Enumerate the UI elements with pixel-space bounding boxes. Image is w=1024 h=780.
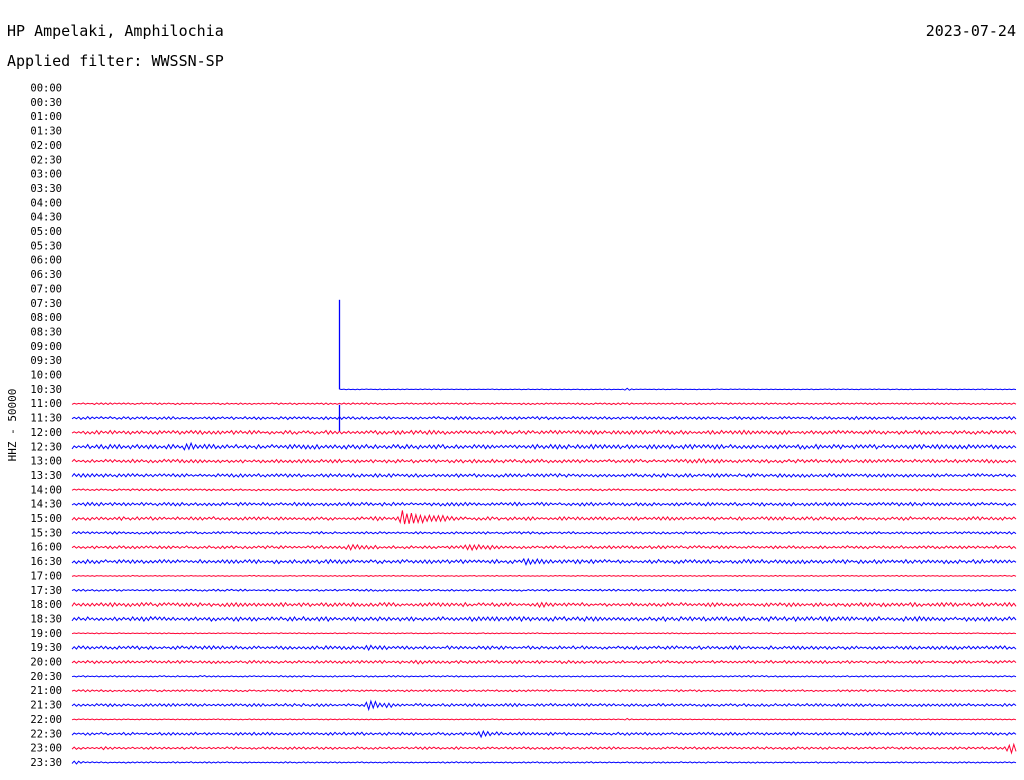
- trace-row: [71, 729, 1017, 739]
- time-label: 14:30: [30, 499, 62, 511]
- time-label: 22:30: [30, 728, 62, 740]
- time-label: 23:30: [30, 757, 62, 769]
- trace-row: [71, 699, 1017, 712]
- time-label: 21:00: [30, 685, 62, 697]
- channel-label: HHZ - 50000: [6, 389, 19, 462]
- time-label: 18:30: [30, 613, 62, 625]
- time-label: 11:00: [30, 398, 62, 410]
- time-label: 13:00: [30, 456, 62, 468]
- trace-row: [71, 615, 1017, 623]
- time-label: 16:30: [30, 556, 62, 568]
- trace-row: [71, 457, 1017, 464]
- time-label: 06:30: [30, 269, 62, 281]
- trace-row: [71, 530, 1017, 535]
- time-label: 12:00: [30, 427, 62, 439]
- time-label: 04:30: [30, 212, 62, 224]
- time-label: 09:00: [30, 341, 62, 353]
- time-label: 00:30: [30, 97, 62, 109]
- time-label: 15:30: [30, 527, 62, 539]
- time-label: 05:00: [30, 226, 62, 238]
- trace-row: [71, 632, 1017, 635]
- time-label: 03:00: [30, 169, 62, 181]
- trace-row: [71, 415, 1017, 421]
- time-label: 23:00: [30, 743, 62, 755]
- seismic-traces: [71, 299, 1017, 765]
- trace-row: [71, 717, 1017, 721]
- trace-row: [71, 588, 1017, 592]
- time-label: 02:30: [30, 154, 62, 166]
- time-label: 09:30: [30, 355, 62, 367]
- trace-row: [71, 675, 1017, 678]
- time-label: 00:00: [30, 83, 62, 95]
- time-label: 15:00: [30, 513, 62, 525]
- time-label: 19:00: [30, 628, 62, 640]
- trace-row: [71, 644, 1017, 652]
- time-label: 18:00: [30, 599, 62, 611]
- time-label: 20:00: [30, 657, 62, 669]
- time-label: 04:00: [30, 197, 62, 209]
- time-label: 05:30: [30, 240, 62, 252]
- time-label: 10:30: [30, 384, 62, 396]
- trace-row: [71, 441, 1017, 451]
- time-label: 21:30: [30, 700, 62, 712]
- time-label: 13:30: [30, 470, 62, 482]
- time-labels: 00:00 00:30 01:00 01:30 02:00 02:30 03:00 03:30…: [30, 83, 62, 769]
- trace-row: [71, 429, 1017, 436]
- time-label: 03:30: [30, 183, 62, 195]
- trace-row: [71, 557, 1017, 566]
- time-label: 07:00: [30, 283, 62, 295]
- station-title: HP Ampelaki, Amphilochia: [7, 22, 224, 40]
- filter-label: Applied filter: WWSSN-SP: [7, 52, 224, 70]
- time-label: 08:00: [30, 312, 62, 324]
- time-label: 08:30: [30, 326, 62, 338]
- time-label: 17:30: [30, 585, 62, 597]
- trace-row: [71, 689, 1017, 693]
- time-label: 17:00: [30, 570, 62, 582]
- time-label: 16:00: [30, 542, 62, 554]
- time-label: 10:00: [30, 370, 62, 382]
- trace-row: [71, 742, 1017, 755]
- trace-row: [71, 760, 1017, 765]
- trace-row: [71, 659, 1017, 665]
- trace-row: [71, 601, 1017, 609]
- trace-row: [71, 472, 1017, 479]
- trace-row: [71, 402, 1017, 406]
- time-label: 11:30: [30, 413, 62, 425]
- time-label: 02:00: [30, 140, 62, 152]
- time-label: 22:00: [30, 714, 62, 726]
- trace-row: [71, 501, 1017, 507]
- trace-row: [71, 574, 1017, 577]
- time-label: 12:30: [30, 441, 62, 453]
- time-label: 07:30: [30, 298, 62, 310]
- trace-row: [71, 488, 1017, 492]
- trace-row: [71, 543, 1017, 552]
- trace-row: [71, 510, 1017, 525]
- date-label: 2023-07-24: [926, 22, 1016, 40]
- time-label: 01:00: [30, 111, 62, 123]
- trace-row: [339, 387, 1017, 391]
- time-label: 20:30: [30, 671, 62, 683]
- time-label: 06:00: [30, 255, 62, 267]
- time-label: 14:00: [30, 484, 62, 496]
- time-label: 01:30: [30, 126, 62, 138]
- time-label: 19:30: [30, 642, 62, 654]
